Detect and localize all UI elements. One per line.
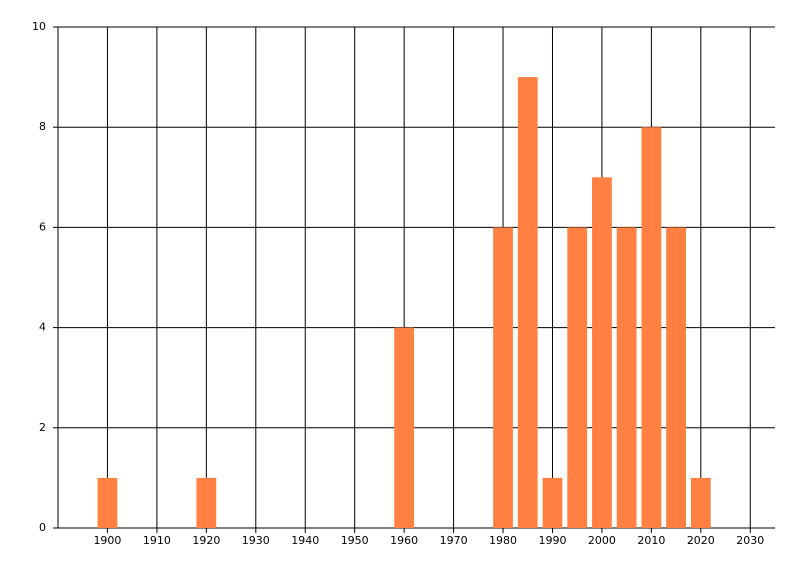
x-tick-label: 2020 xyxy=(687,534,715,547)
x-tick-label: 1900 xyxy=(93,534,121,547)
bar xyxy=(592,177,612,529)
x-tick-label: 1910 xyxy=(143,534,171,547)
x-tick-label: 1930 xyxy=(242,534,270,547)
bar xyxy=(641,127,662,528)
bar xyxy=(196,477,217,528)
bar xyxy=(542,477,563,528)
x-tick-label: 2000 xyxy=(588,534,616,547)
y-tick-label: 0 xyxy=(39,521,46,534)
y-tick-label: 6 xyxy=(39,220,46,233)
bar xyxy=(567,227,588,528)
x-tick-label: 1980 xyxy=(489,534,517,547)
x-tick-label: 1940 xyxy=(291,534,319,547)
y-tick-label: 2 xyxy=(39,421,46,434)
bar xyxy=(690,477,711,528)
bar xyxy=(394,327,415,528)
y-tick-label: 8 xyxy=(39,120,46,133)
x-tick-label: 1920 xyxy=(192,534,220,547)
y-tick-label: 4 xyxy=(39,321,46,334)
x-tick-label: 1950 xyxy=(341,534,369,547)
x-tick-label: 2030 xyxy=(736,534,764,547)
bar xyxy=(666,227,686,528)
x-tick-label: 2010 xyxy=(637,534,665,547)
bar xyxy=(616,227,637,528)
bar xyxy=(97,477,118,528)
bar xyxy=(493,227,513,528)
bar xyxy=(517,77,538,528)
x-tick-label: 1990 xyxy=(538,534,566,547)
x-tick-label: 1970 xyxy=(440,534,468,547)
y-tick-label: 10 xyxy=(32,20,46,33)
x-tick-label: 1960 xyxy=(390,534,418,547)
